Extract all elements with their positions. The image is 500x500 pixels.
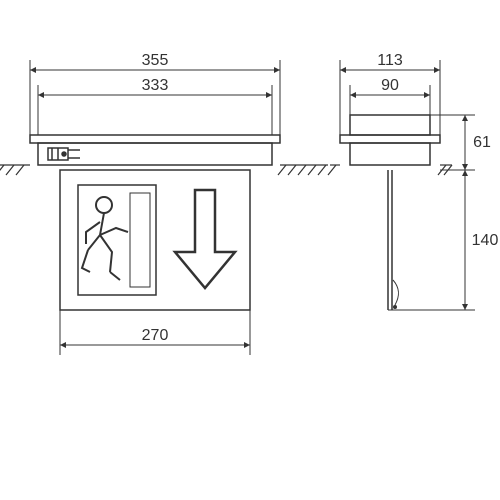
bracket-detail [48, 148, 80, 160]
exit-panel [60, 170, 250, 310]
down-arrow-icon [175, 190, 235, 288]
dim-front-333: 333 [142, 77, 169, 94]
dim-front-355: 355 [142, 52, 169, 69]
dim-side-140: 140 [472, 232, 499, 249]
ceiling-hatch-right [278, 165, 328, 175]
dim-side-113: 113 [377, 52, 403, 69]
dim-side-90: 90 [381, 77, 399, 94]
ceiling-hatch-left [0, 165, 30, 175]
running-man-icon [82, 197, 128, 280]
dim-front-270: 270 [142, 327, 169, 344]
dim-side-61: 61 [473, 134, 491, 151]
